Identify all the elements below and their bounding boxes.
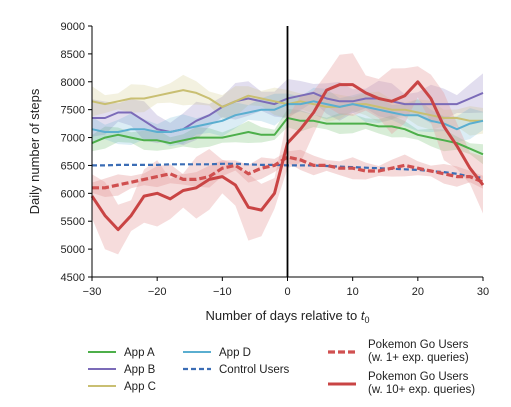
legend-label: App A [124, 347, 155, 359]
legend-item-app-b: App B [88, 364, 156, 376]
band-pokemon-go-users-w-1-exp-queries [92, 149, 483, 197]
legend-item-app-d: App D [183, 347, 251, 359]
band-app-a [92, 108, 483, 165]
y-tick-label: 5000 [61, 244, 85, 256]
y-tick-label: 6500 [61, 160, 85, 172]
x-tick-label: 30 [477, 286, 489, 298]
y-tick-label: 7000 [61, 133, 85, 145]
legend-item-app-c: App C [88, 381, 156, 393]
legend-label: Pokemon Go Users [368, 339, 469, 351]
legend-item-pokemon-go-users-w-10-exp-queries: Pokemon Go Users(w. 10+ exp. queries) [328, 371, 475, 396]
legend-label: App C [124, 381, 156, 393]
legend-label: App D [219, 347, 251, 359]
y-tick-label: 8000 [61, 77, 85, 89]
legend-label: (w. 10+ exp. queries) [368, 384, 475, 396]
y-tick-label: 4500 [61, 272, 85, 284]
legend-item-app-a: App A [88, 347, 155, 359]
y-tick-label: 5500 [61, 216, 85, 228]
legend-label: App B [124, 364, 156, 376]
x-tick-label: −30 [83, 286, 102, 298]
x-tick-label: 10 [347, 286, 359, 298]
y-axis-title: Daily number of steps [27, 88, 42, 214]
legend-item-control-users: Control Users [183, 364, 290, 376]
x-tick-label: 0 [284, 286, 290, 298]
legend-label: Pokemon Go Users [368, 371, 469, 383]
axes: 4500 5000 5500 6000 6500 7000 7500 8000 8500 9000… [27, 21, 489, 325]
legend: App A App B App C App D Control Users Pokemon… [88, 339, 475, 396]
y-tick-label: 6000 [61, 188, 85, 200]
y-tick-label: 7500 [61, 105, 85, 117]
legend-label: (w. 1+ exp. queries) [368, 352, 469, 364]
series-line-pokemon-go-users-w-1-exp-queries [92, 155, 484, 190]
x-tick-label: 20 [412, 286, 424, 298]
y-tick-label: 8500 [61, 49, 85, 61]
band-app-d [92, 87, 483, 147]
x-axis-title: Number of days relative to t0 [206, 308, 370, 325]
y-tick-label: 9000 [61, 21, 85, 33]
legend-label: Control Users [219, 364, 290, 376]
legend-item-pokemon-go-users-w-1-exp-queries: Pokemon Go Users(w. 1+ exp. queries) [328, 339, 469, 364]
x-tick-label: −20 [148, 286, 167, 298]
x-tick-label: −10 [213, 286, 232, 298]
